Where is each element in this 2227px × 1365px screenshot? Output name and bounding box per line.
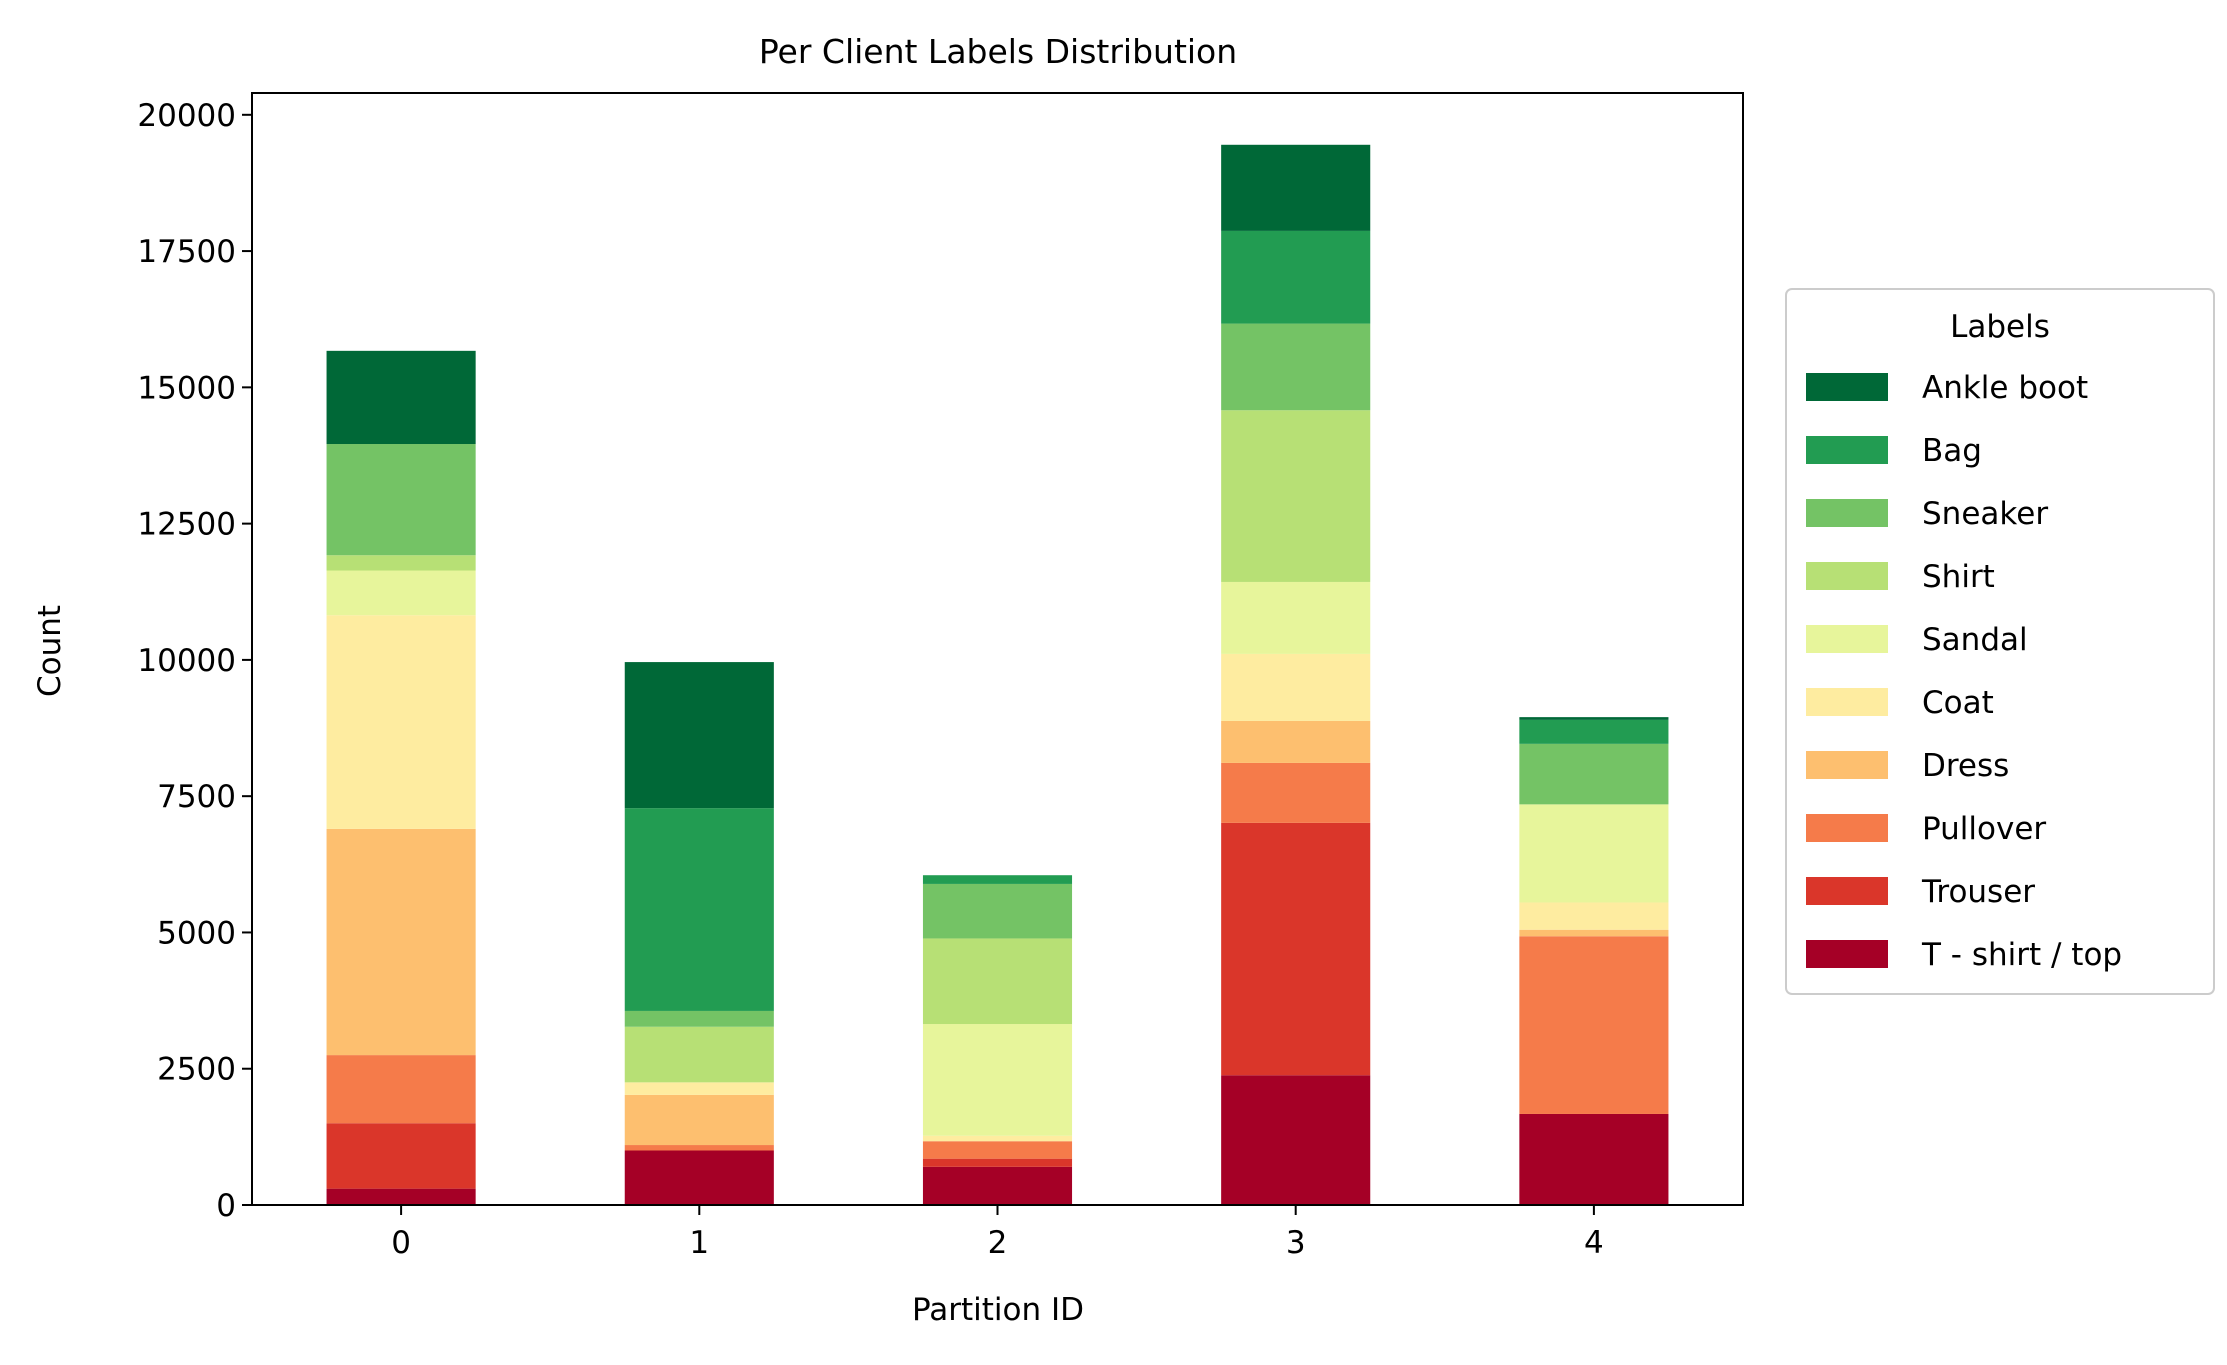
bar-segment-0-0 bbox=[326, 1188, 476, 1205]
legend-entry-label: T - shirt / top bbox=[1921, 937, 2122, 973]
bar-segment-3-1 bbox=[1221, 822, 1371, 1076]
legend-swatch bbox=[1806, 499, 1888, 527]
y-tick-label: 0 bbox=[216, 1188, 236, 1224]
legend-swatch bbox=[1806, 625, 1888, 653]
bar-segment-3-6 bbox=[1221, 410, 1371, 582]
y-tick-label: 7500 bbox=[157, 779, 236, 815]
legend-frame bbox=[1785, 288, 2215, 995]
x-axis: 0 1 2 3 4 bbox=[391, 1205, 1604, 1261]
bar-segment-0-1 bbox=[326, 1123, 476, 1189]
bar-segment-3-4 bbox=[1221, 653, 1371, 721]
legend: Labels Ankle boot Bag Sneaker Shirt Sandal Co… bbox=[1785, 288, 2215, 995]
bar-segment-4-8 bbox=[1519, 719, 1669, 744]
y-tick-label: 12500 bbox=[137, 507, 236, 543]
legend-entry-label: Trouser bbox=[1921, 874, 2035, 910]
legend-entry-label: Coat bbox=[1922, 685, 1994, 721]
legend-swatch bbox=[1806, 751, 1888, 779]
legend-swatch bbox=[1806, 562, 1888, 590]
legend-swatch bbox=[1806, 436, 1888, 464]
bar-segment-1-3 bbox=[624, 1094, 774, 1146]
legend-entry-label: Dress bbox=[1922, 748, 2009, 784]
bar-segment-0-5 bbox=[326, 570, 476, 616]
y-tick-label: 5000 bbox=[157, 915, 236, 951]
x-tick-label: 0 bbox=[391, 1225, 411, 1261]
bar-segment-4-7 bbox=[1519, 743, 1669, 805]
y-axis: 0 2500 5000 7500 10000 12500 15000 17500 20000 bbox=[137, 98, 252, 1224]
x-tick-label: 3 bbox=[1286, 1225, 1306, 1261]
x-tick-label: 4 bbox=[1584, 1225, 1604, 1261]
bar-segment-0-4 bbox=[326, 615, 476, 829]
legend-swatch bbox=[1806, 688, 1888, 716]
bar-segment-2-2 bbox=[922, 1141, 1073, 1159]
x-tick-label: 1 bbox=[689, 1225, 709, 1261]
bar-segment-2-1 bbox=[922, 1158, 1073, 1167]
bar-segment-0-6 bbox=[326, 555, 476, 571]
legend-entry-label: Pullover bbox=[1922, 811, 2046, 847]
legend-swatch bbox=[1806, 940, 1888, 968]
bar-segment-1-6 bbox=[624, 1026, 774, 1083]
y-axis-label: Count bbox=[32, 605, 68, 697]
bar-segment-2-8 bbox=[922, 875, 1073, 884]
legend-entry-label: Bag bbox=[1922, 433, 1982, 469]
bar-segment-1-9 bbox=[624, 662, 774, 809]
bar-segment-3-3 bbox=[1221, 720, 1371, 763]
bar-segment-1-0 bbox=[624, 1150, 774, 1205]
bar-segment-1-2 bbox=[624, 1145, 774, 1151]
bar-segment-0-7 bbox=[326, 444, 476, 556]
bars-layer bbox=[326, 144, 1669, 1205]
legend-swatch bbox=[1806, 373, 1888, 401]
y-tick-label: 20000 bbox=[137, 98, 236, 134]
bar-segment-1-8 bbox=[624, 808, 774, 1011]
bar-segment-0-3 bbox=[326, 828, 476, 1056]
y-tick-label: 17500 bbox=[137, 234, 236, 270]
y-tick-label: 10000 bbox=[137, 643, 236, 679]
bar-segment-2-7 bbox=[922, 883, 1073, 939]
legend-entry-label: Sneaker bbox=[1922, 496, 2048, 532]
bar-segment-3-7 bbox=[1221, 323, 1371, 411]
bar-segment-3-2 bbox=[1221, 762, 1371, 823]
y-tick-label: 15000 bbox=[137, 370, 236, 406]
legend-title: Labels bbox=[1950, 309, 2050, 345]
bar-segment-4-2 bbox=[1519, 936, 1669, 1114]
legend-entry-label: Shirt bbox=[1922, 559, 1995, 595]
x-axis-label: Partition ID bbox=[912, 1292, 1084, 1328]
legend-swatch bbox=[1806, 814, 1888, 842]
bar-segment-3-5 bbox=[1221, 581, 1371, 654]
bar-segment-2-6 bbox=[922, 938, 1073, 1025]
x-tick-label: 2 bbox=[988, 1225, 1008, 1261]
bar-segment-2-0 bbox=[922, 1166, 1073, 1205]
bar-segment-4-4 bbox=[1519, 902, 1669, 930]
bar-segment-4-3 bbox=[1519, 929, 1669, 937]
bar-segment-3-8 bbox=[1221, 230, 1371, 324]
y-tick-label: 2500 bbox=[157, 1052, 236, 1088]
bar-segment-3-9 bbox=[1221, 144, 1371, 231]
bar-segment-2-4 bbox=[922, 1135, 1073, 1142]
bar-segment-0-2 bbox=[326, 1055, 476, 1124]
bar-segment-3-0 bbox=[1221, 1075, 1371, 1205]
legend-entry-label: Sandal bbox=[1922, 622, 2028, 658]
bar-segment-4-0 bbox=[1519, 1113, 1669, 1205]
bar-segment-1-4 bbox=[624, 1082, 774, 1095]
legend-swatch bbox=[1806, 877, 1888, 905]
bar-segment-1-7 bbox=[624, 1010, 774, 1027]
legend-entry-label: Ankle boot bbox=[1922, 370, 2088, 406]
chart-title: Per Client Labels Distribution bbox=[759, 32, 1237, 71]
legend-entries: Ankle boot Bag Sneaker Shirt Sandal Coat Dress… bbox=[1806, 370, 2122, 973]
bar-segment-2-5 bbox=[922, 1024, 1073, 1136]
bar-segment-0-9 bbox=[326, 350, 476, 445]
bar-segment-4-5 bbox=[1519, 804, 1669, 903]
bar-segment-4-9 bbox=[1519, 717, 1669, 720]
